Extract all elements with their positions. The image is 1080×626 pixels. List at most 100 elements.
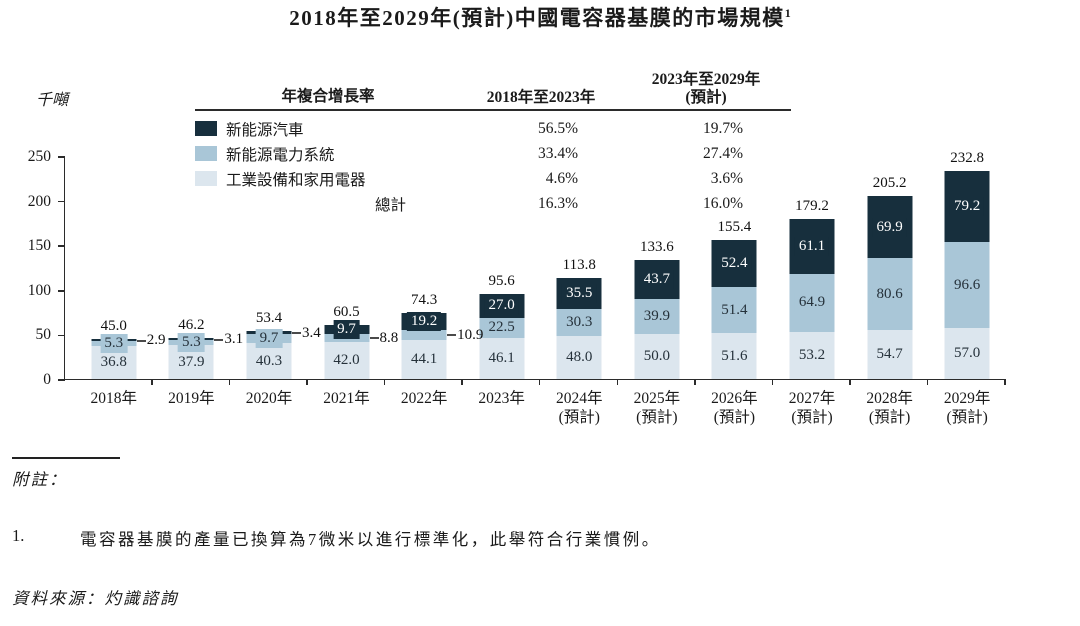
cagr-table-body: 新能源汽車 56.5% 19.7% 新能源電力系統 33.4% 27.4% 工業… (195, 111, 791, 216)
x-label-forecast-suffix: (預計) (868, 409, 911, 426)
industrial-value-label: 46.1 (488, 349, 515, 366)
power-value-label: 30.3 (562, 313, 597, 333)
bar-total-label: 60.5 (333, 304, 360, 321)
legend-label-total: 總計 (375, 196, 407, 214)
legend-label-nev: 新能源汽車 (226, 121, 304, 139)
footnote-item-1: 1. 電容器基膜的產量已換算為7微米以進行標準化，此舉符合行業慣例。 (12, 526, 661, 550)
label-leader-line (291, 332, 301, 335)
power-value-label: 10.9 (447, 327, 483, 344)
bar-segment-工業設備和家用電器 (944, 328, 990, 379)
power-value-label: 64.9 (794, 293, 830, 313)
nev-value-label-value: 2.9 (146, 332, 166, 349)
label-leader-line (136, 339, 146, 342)
bar-total-label: 53.4 (255, 310, 283, 327)
y-tick-label: 200 (27, 192, 51, 210)
cagr-legend-table: 年複合增長率 2018年至2023年 2023年至2029年 (預計) 新能源汽… (195, 64, 791, 216)
x-tick-label-2029年: 2029年 (預計) (908, 389, 1026, 427)
y-axis-unit-label: 千噸 (36, 92, 69, 109)
nev-value-label-value: 3.4 (301, 324, 321, 341)
legend-row-industrial: 工業設備和家用電器 4.6% 3.6% (195, 166, 791, 191)
legend-swatch-nev (195, 121, 217, 136)
title-footnote-superscript: 1 (784, 6, 791, 20)
x-tick-label-2025年: 2025年 (預計) (598, 389, 716, 427)
x-label-year: 2022年 (400, 390, 448, 407)
nev-value-label: 19.2 (406, 311, 442, 331)
y-tick-label: 100 (27, 281, 51, 299)
x-axis-tick (616, 379, 619, 385)
bar-segment-工業設備和家用電器 (324, 341, 370, 379)
power-value-label-value: 8.8 (379, 329, 399, 346)
bar-segment-工業設備和家用電器 (867, 330, 913, 379)
cagr-header-2023-2029-line2: (預計) (685, 88, 727, 106)
x-axis-tick (694, 379, 696, 385)
y-axis-tick (58, 200, 65, 203)
category-column-2019年: 46.2 3.1 5.3 37.9 2019年 (153, 157, 243, 407)
industrial-value-label: 50.0 (643, 348, 670, 365)
x-tick-label-2027年: 2027年 (預計) (753, 389, 871, 427)
y-tick-label: 0 (43, 371, 51, 388)
x-label-year: 2026年 (711, 390, 758, 407)
y-axis: 0 50 100 150 200 250 (0, 149, 65, 388)
x-tick-label-2022年: 2022年 (365, 389, 483, 408)
x-axis-tick (926, 379, 929, 385)
x-label-forecast-suffix: (預計) (558, 409, 600, 426)
bar-total-label: 133.6 (639, 238, 674, 255)
x-label-year: 2021年 (323, 390, 370, 407)
x-label-forecast-suffix: (預計) (946, 409, 988, 426)
cagr-value: 3.6% (710, 169, 743, 187)
power-value-label: 22.5 (484, 318, 519, 338)
legend-swatch-industrial (195, 171, 217, 186)
x-tick-label-2020年: 2020年 (210, 389, 328, 408)
power-value-label: 5.3 (177, 333, 205, 353)
power-value-label: 96.6 (950, 275, 985, 295)
x-tick-label-2024年: 2024年 (預計) (520, 389, 638, 427)
category-column-2029年: 232.8 79.2 96.6 57.0 2029年 (預計) (928, 150, 1006, 426)
industrial-value-label: 36.8 (100, 354, 127, 371)
y-axis-tick (58, 245, 65, 247)
stacked-bar-2027年 (789, 219, 835, 379)
category-column-2025年: 133.6 43.7 39.9 50.0 2025年 (預計) (618, 157, 696, 426)
chart-title: 2018年至2029年(預計)中國電容器基膜的市場規模1 (0, 2, 1080, 32)
bar-segment-工業設備和家用電器 (634, 334, 680, 379)
legend-swatch-empty (195, 196, 217, 211)
category-column-2024年: 113.8 35.5 30.3 48.0 2024年 (預計) (540, 157, 619, 426)
power-value-label: 5.3 (100, 334, 128, 354)
nev-value-label: 43.7 (639, 269, 674, 289)
y-axis-tick (58, 156, 65, 158)
x-tick-label-2021年: 2021年 (288, 389, 406, 408)
label-leader-line (214, 338, 224, 341)
y-axis-tick (58, 379, 65, 381)
bar-total-label: 113.8 (562, 256, 596, 273)
bar-segment-工業設備和家用電器 (479, 337, 525, 379)
category-column-2027年: 179.2 61.1 64.9 53.2 2027年 (預計) (773, 157, 851, 426)
footnote-text: 電容器基膜的產量已換算為7微米以進行標準化，此舉符合行業慣例。 (80, 530, 661, 549)
nev-value-label: 2.9 (136, 332, 166, 349)
x-label-forecast-suffix: (預計) (791, 409, 833, 426)
industrial-value-label: 48.0 (566, 349, 593, 366)
x-tick-label-2023年: 2023年 (443, 389, 561, 408)
bar-total-label: 232.8 (950, 150, 985, 167)
y-axis-tick (58, 334, 65, 337)
industrial-value-label: 44.1 (410, 350, 438, 367)
category-column-2021年: 60.5 9.7 8.8 42.0 2021年 (308, 157, 398, 407)
bar-total-label: 46.2 (178, 316, 205, 333)
source-line: 資料來源：灼識諮詢 (12, 589, 179, 608)
x-axis-tick (1004, 379, 1006, 385)
x-label-year: 2025年 (633, 390, 681, 407)
bar-total-label: 45.0 (100, 317, 127, 334)
cagr-value: 16.3% (537, 194, 578, 212)
category-column-2026年: 155.4 52.4 51.4 51.6 2026年 (預計) (696, 157, 774, 426)
cagr-value: 19.7% (702, 119, 743, 137)
bar-segment-工業設備和家用電器 (711, 332, 757, 379)
x-label-year: 2019年 (168, 390, 215, 407)
x-axis-tick (538, 379, 541, 385)
nev-value-label: 3.1 (214, 331, 243, 348)
cagr-header-2018-2023: 2018年至2023年 (486, 88, 596, 106)
bar-segment-新能源電力系統 (401, 329, 447, 340)
x-label-year: 2027年 (788, 390, 836, 407)
power-value-label-value: 10.9 (457, 326, 484, 343)
nev-value-label-value: 3.1 (224, 331, 244, 348)
nev-value-label: 61.1 (794, 236, 830, 256)
industrial-value-label: 53.2 (798, 346, 826, 363)
